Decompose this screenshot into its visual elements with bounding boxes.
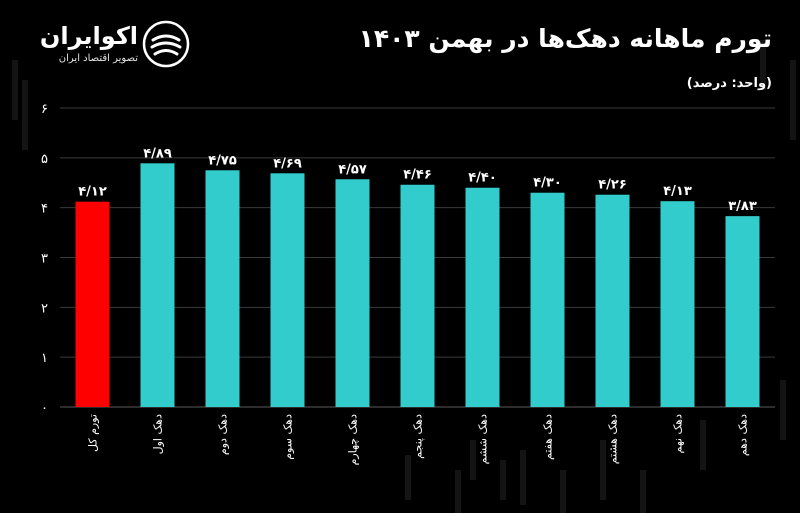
y-tick-label: ۴ [41, 202, 48, 217]
background-candle [520, 450, 526, 505]
y-tick-label: ۶ [41, 102, 48, 117]
background-candle [640, 470, 646, 513]
bar [400, 184, 435, 407]
background-candle [12, 60, 18, 120]
swirl-logo-icon [142, 20, 190, 68]
value-label: ۴/۳۰ [533, 176, 562, 191]
y-tick-label: ۲ [41, 301, 48, 316]
value-label: ۴/۶۹ [273, 156, 302, 171]
x-tick-label: دهک هفتم [542, 414, 555, 460]
value-label: ۴/۴۰ [468, 171, 497, 186]
logo-name: اکوایران [39, 22, 138, 50]
x-tick-label: دهک دوم [217, 414, 230, 455]
logo-tagline: تصویر اقتصاد ایران [58, 53, 138, 64]
value-label: ۴/۲۶ [598, 178, 627, 193]
value-label: ۴/۸۹ [143, 146, 172, 161]
logo: اکوایران تصویر اقتصاد ایران [28, 20, 198, 70]
chart-title: تورم ماهانه دهک‌ها در بهمن ۱۴۰۳ [358, 24, 772, 53]
x-tick-label: دهک سوم [282, 414, 295, 460]
background-candle [600, 440, 606, 500]
background-candle [455, 470, 461, 513]
y-tick-label: ۳ [41, 252, 48, 267]
x-tick-label: دهک چهارم [347, 414, 360, 465]
bar [595, 194, 630, 407]
value-label: ۴/۴۶ [403, 168, 432, 183]
x-tick-label: دهک ششم [477, 414, 490, 464]
background-candle [560, 470, 566, 513]
background-candle [500, 460, 506, 500]
background-candle [22, 80, 28, 150]
y-axis-ticks: ۰ ۱ ۲ ۳ ۴ ۵ ۶ [41, 102, 48, 416]
bar [465, 187, 500, 407]
value-labels: ۴/۱۲ ۴/۸۹ ۴/۷۵ ۴/۶۹ ۴/۵۷ ۴/۴۶ ۴/۴۰ ۴/۳۰ ۴/۲۶ ۴/۱۳… [78, 146, 757, 214]
bar [660, 201, 695, 407]
bar [270, 173, 305, 407]
bars [75, 163, 760, 407]
value-label: ۳/۸۳ [728, 199, 757, 214]
x-tick-label: تورم کل [87, 414, 100, 452]
value-label: ۴/۷۵ [208, 153, 237, 168]
y-tick-label: ۰ [41, 401, 48, 416]
background-candle [790, 60, 796, 140]
chart-header: اکوایران تصویر اقتصاد ایران تورم ماهانه … [0, 0, 800, 110]
background-candle [700, 420, 706, 470]
value-label: ۴/۵۷ [338, 162, 367, 177]
x-tick-label: دهک نهم [672, 414, 685, 454]
bar [205, 170, 240, 407]
x-tick-label: دهک دهم [737, 414, 750, 456]
background-candle [760, 40, 766, 90]
background-candle [405, 455, 411, 500]
bar [725, 216, 760, 407]
x-tick-label: دهک هشتم [607, 414, 620, 464]
x-axis-labels: تورم کل دهک اول دهک دوم دهک سوم دهک چهارم دهک… [87, 414, 750, 465]
bar [75, 201, 110, 407]
bar [140, 163, 175, 407]
y-tick-label: ۵ [41, 152, 48, 167]
background-candle [780, 380, 786, 440]
value-label: ۴/۱۳ [663, 184, 692, 199]
x-tick-label: دهک اول [152, 414, 165, 455]
value-label: ۴/۱۲ [78, 185, 107, 200]
unit-note: (واحد: درصد) [686, 76, 772, 91]
x-tick-label: دهک پنجم [412, 414, 425, 459]
bar [530, 192, 565, 407]
y-tick-label: ۱ [41, 351, 48, 366]
bar [335, 179, 370, 407]
background-candle [470, 440, 476, 480]
